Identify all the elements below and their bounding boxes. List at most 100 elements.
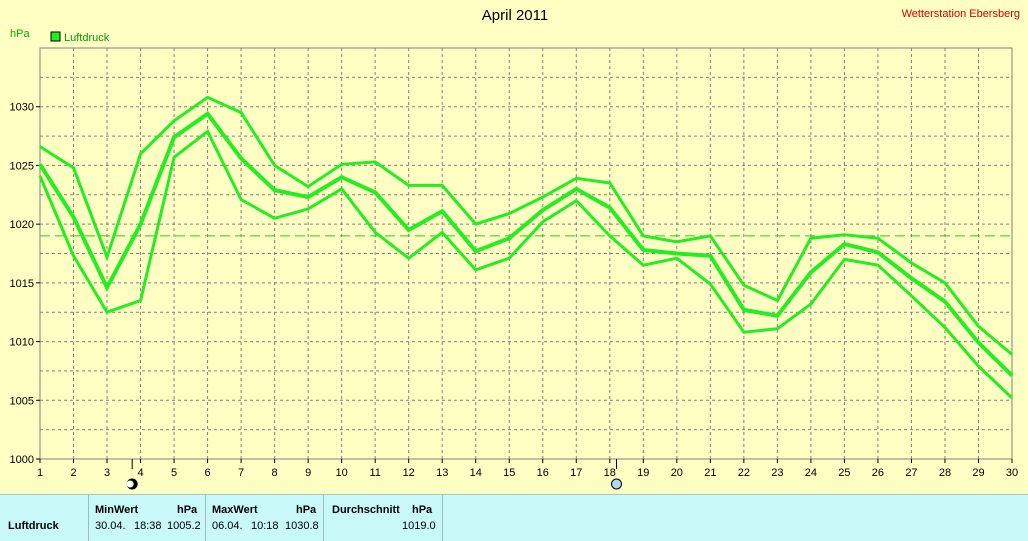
data-point-mean (273, 189, 276, 191)
data-point-min (944, 326, 946, 329)
x-tick-label: 16 (537, 467, 549, 479)
data-point-max (810, 237, 812, 240)
x-tick-label: 29 (972, 467, 984, 479)
max-column: MaxWert hPa 06.04. 10:18 1030.8 (205, 495, 324, 541)
average-title: Durchschnitt (332, 504, 400, 516)
x-tick-label: 9 (305, 467, 311, 479)
data-point-mean (441, 210, 444, 213)
y-tick-label: 1020 (10, 219, 34, 231)
data-point-min (642, 264, 645, 267)
x-tick-label: 22 (738, 467, 750, 479)
max-unit: hPa (296, 504, 317, 516)
data-point-max (39, 145, 41, 148)
data-point-min (39, 175, 41, 177)
x-tick-label: 6 (205, 467, 211, 479)
data-point-min (106, 311, 108, 314)
data-point-max (642, 235, 645, 237)
row-label: Luftdruck (8, 520, 59, 532)
data-point-max (776, 299, 779, 302)
y-tick-label: 1015 (10, 278, 34, 290)
min-time: 18:38 (134, 520, 162, 532)
average-value: 1019.0 (402, 520, 436, 532)
data-point-mean (843, 243, 846, 245)
data-point-min (508, 257, 511, 259)
data-point-max (206, 96, 209, 99)
data-point-max (173, 120, 175, 122)
x-tick-label: 25 (838, 467, 850, 479)
x-tick-label: 18 (604, 467, 616, 479)
data-point-mean (575, 188, 578, 190)
x-tick-label: 15 (503, 467, 515, 479)
x-tick-label: 26 (872, 467, 884, 479)
data-point-max (709, 235, 712, 237)
average-unit: hPa (412, 504, 433, 516)
series-line-min (38, 129, 1014, 399)
data-point-max (575, 177, 578, 180)
x-tick-label: 23 (771, 467, 783, 479)
data-point-max (307, 185, 309, 188)
data-point-max (910, 262, 913, 264)
x-tick-label: 1 (37, 467, 43, 479)
data-point-min (910, 294, 913, 297)
data-point-mean (72, 216, 75, 218)
data-point-min (407, 257, 410, 259)
data-point-mean (374, 191, 376, 194)
x-tick-label: 19 (637, 467, 649, 479)
chart: April 2011 Wetterstation Ebersberg hPa L… (10, 7, 1020, 490)
x-tick-label: 4 (137, 467, 143, 479)
data-point-min (206, 130, 209, 133)
max-value: 1030.8 (285, 520, 319, 532)
y-tick-label: 1025 (10, 160, 34, 172)
axes: 1 2 3 4 5 6 7 8 9 10 11 12 13 14 15 16 17 18 19 20 21 22 23 24 2… (10, 102, 1019, 479)
data-point-max (676, 240, 678, 243)
max-date: 06.04. (212, 520, 243, 532)
data-point-mean (676, 252, 678, 255)
data-point-min (1011, 397, 1013, 399)
x-tick-label: 24 (805, 467, 817, 479)
x-tick-label: 11 (369, 467, 380, 479)
data-point-max (240, 111, 242, 114)
x-tick-label: 14 (470, 467, 482, 479)
data-point-min (843, 258, 846, 261)
data-point-mean (340, 176, 343, 178)
data-point-min (608, 235, 611, 237)
data-point-min (173, 156, 175, 159)
data-point-min (240, 198, 242, 201)
new-moon-crescent (126, 480, 134, 488)
min-title: MinWert (95, 504, 139, 516)
data-point-min (877, 264, 879, 267)
data-point-min (575, 199, 578, 202)
data-point-mean (139, 223, 142, 225)
x-tick-label: 30 (1006, 467, 1018, 479)
x-tick-label: 20 (671, 467, 683, 479)
data-point-mean (1011, 374, 1013, 377)
x-tick-label: 3 (104, 467, 110, 479)
data-point-mean (977, 341, 980, 344)
x-tick-label: 13 (436, 467, 448, 479)
x-tick-label: 17 (570, 467, 582, 479)
moon-markers (126, 459, 622, 490)
data-point-max (273, 164, 276, 167)
chart-title: April 2011 (482, 7, 548, 24)
x-tick-label: 12 (403, 467, 415, 479)
data-point-max (340, 163, 343, 166)
data-point-mean (206, 112, 209, 115)
y-tick-label: 1030 (10, 102, 34, 114)
data-point-max (139, 152, 142, 155)
data-point-min (474, 269, 477, 271)
x-tick-label: 21 (704, 467, 716, 479)
data-point-max (743, 284, 745, 287)
data-point-min (139, 299, 142, 302)
y-tick-label: 1010 (10, 337, 34, 349)
data-point-mean (877, 251, 879, 254)
max-time: 10:18 (251, 520, 279, 532)
data-point-min (307, 208, 309, 210)
data-point-min (810, 303, 812, 305)
data-point-mean (39, 163, 41, 166)
data-point-mean (307, 196, 309, 198)
data-point-mean (642, 249, 645, 251)
summary-table: Luftdruck MinWert hPa 30.04. 18:38 1005.… (0, 494, 1028, 541)
data-point-max (843, 233, 846, 236)
data-point-min (72, 255, 75, 257)
full-moon-icon (610, 478, 622, 490)
